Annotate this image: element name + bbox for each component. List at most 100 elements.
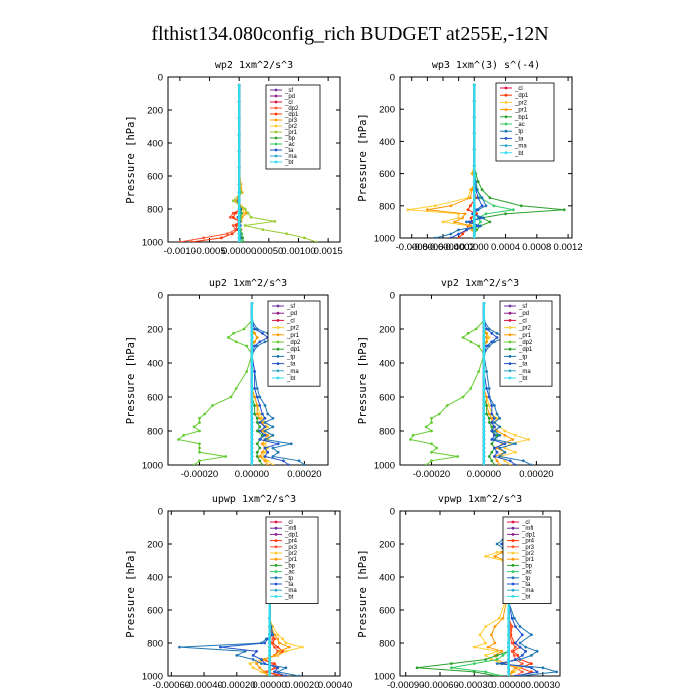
data-point xyxy=(250,340,254,344)
data-point xyxy=(501,654,505,657)
data-point xyxy=(472,131,476,135)
data-point xyxy=(263,450,267,454)
data-point xyxy=(476,180,480,184)
legend-marker xyxy=(504,137,508,140)
data-point xyxy=(250,433,254,437)
data-point xyxy=(297,674,301,676)
legend-marker xyxy=(274,533,278,536)
data-point xyxy=(510,641,514,645)
legend-label: _ma xyxy=(518,369,531,375)
x-tick-label: 0.00000 xyxy=(491,680,525,691)
panel-2: wp3 1xm^(3) s^(-4) Pressure [hPa] 0 200 400 6… xyxy=(357,60,583,253)
data-point xyxy=(490,438,494,441)
legend-label: _pr2 xyxy=(284,551,298,557)
data-point xyxy=(468,220,471,224)
legend-label: _bt xyxy=(521,594,531,600)
data-point xyxy=(263,446,267,450)
data-point xyxy=(469,204,472,208)
data-point xyxy=(285,232,288,236)
legend-marker xyxy=(274,136,278,140)
data-point xyxy=(229,395,233,399)
data-point xyxy=(284,641,288,645)
data-point xyxy=(472,148,476,151)
legend-label: _cl xyxy=(514,86,523,92)
data-point xyxy=(482,429,486,433)
data-point xyxy=(258,459,262,463)
data-point xyxy=(226,336,230,339)
data-point xyxy=(268,616,271,620)
data-point xyxy=(433,204,437,208)
panel-title: vpwp 1xm^2/s^3 xyxy=(438,494,522,505)
data-point xyxy=(484,212,488,216)
legend-label: _ta xyxy=(518,362,528,368)
legend-marker xyxy=(274,520,278,524)
data-point xyxy=(484,625,488,628)
data-point xyxy=(514,674,517,676)
y-tick-label: 1000 xyxy=(142,672,163,683)
legend-marker xyxy=(274,88,278,92)
legend-marker xyxy=(276,355,280,358)
y-tick-label: 800 xyxy=(379,427,395,438)
data-point xyxy=(260,662,263,665)
legend-label: _tp xyxy=(284,576,294,582)
y-tick-label: 1000 xyxy=(142,461,163,472)
data-point xyxy=(562,208,566,212)
data-point xyxy=(487,344,491,348)
legend-marker xyxy=(274,595,278,598)
y-tick-label: 600 xyxy=(147,393,163,404)
data-point xyxy=(482,344,486,348)
data-point xyxy=(472,180,476,184)
data-point xyxy=(498,455,502,458)
data-point xyxy=(268,658,271,661)
data-point xyxy=(266,463,270,465)
data-point xyxy=(476,224,480,228)
legend-marker xyxy=(276,326,280,329)
data-point xyxy=(477,370,481,373)
data-point xyxy=(503,442,507,446)
legend-marker xyxy=(504,101,508,104)
data-point xyxy=(501,616,505,620)
data-point xyxy=(242,327,246,331)
legend-marker xyxy=(274,557,278,561)
data-point xyxy=(530,662,533,665)
panel-title: wp2 1xm^2/s^3 xyxy=(215,60,293,71)
data-point xyxy=(503,450,507,454)
legend-label: _ta xyxy=(284,148,294,154)
data-point xyxy=(276,633,280,637)
data-point xyxy=(495,459,499,463)
legend-marker xyxy=(276,319,280,322)
data-point xyxy=(258,446,262,450)
legend-label: _pr2 xyxy=(521,551,535,557)
data-point xyxy=(437,412,441,416)
data-point xyxy=(273,645,276,649)
data-point xyxy=(192,463,196,465)
data-point xyxy=(202,236,206,240)
data-point xyxy=(240,240,243,242)
x-tick-label: -0.00040 xyxy=(185,680,223,691)
data-point xyxy=(258,429,262,433)
data-point xyxy=(228,215,232,219)
data-point xyxy=(284,666,288,670)
data-point xyxy=(250,370,254,373)
data-point xyxy=(504,212,507,216)
data-point xyxy=(266,459,270,463)
legend-label: _pr1 xyxy=(284,557,298,563)
y-tick-label: 400 xyxy=(147,573,163,584)
data-point xyxy=(430,459,433,463)
legend-marker xyxy=(508,369,512,373)
x-tick-label: 0.0000 xyxy=(460,242,489,253)
data-point xyxy=(482,438,486,441)
data-point xyxy=(250,395,254,399)
data-point xyxy=(278,674,281,676)
data-point xyxy=(237,228,241,232)
data-point xyxy=(234,211,238,215)
y-tick-label: 800 xyxy=(147,639,163,650)
legend-label: _ac xyxy=(514,122,525,128)
data-point xyxy=(198,459,201,463)
data-point xyxy=(485,387,488,390)
data-point xyxy=(255,662,258,665)
legend-label: _bt xyxy=(514,151,524,157)
legend-label: _pr2 xyxy=(518,326,532,332)
y-tick-label: 800 xyxy=(147,205,163,216)
legend-marker xyxy=(276,362,280,365)
